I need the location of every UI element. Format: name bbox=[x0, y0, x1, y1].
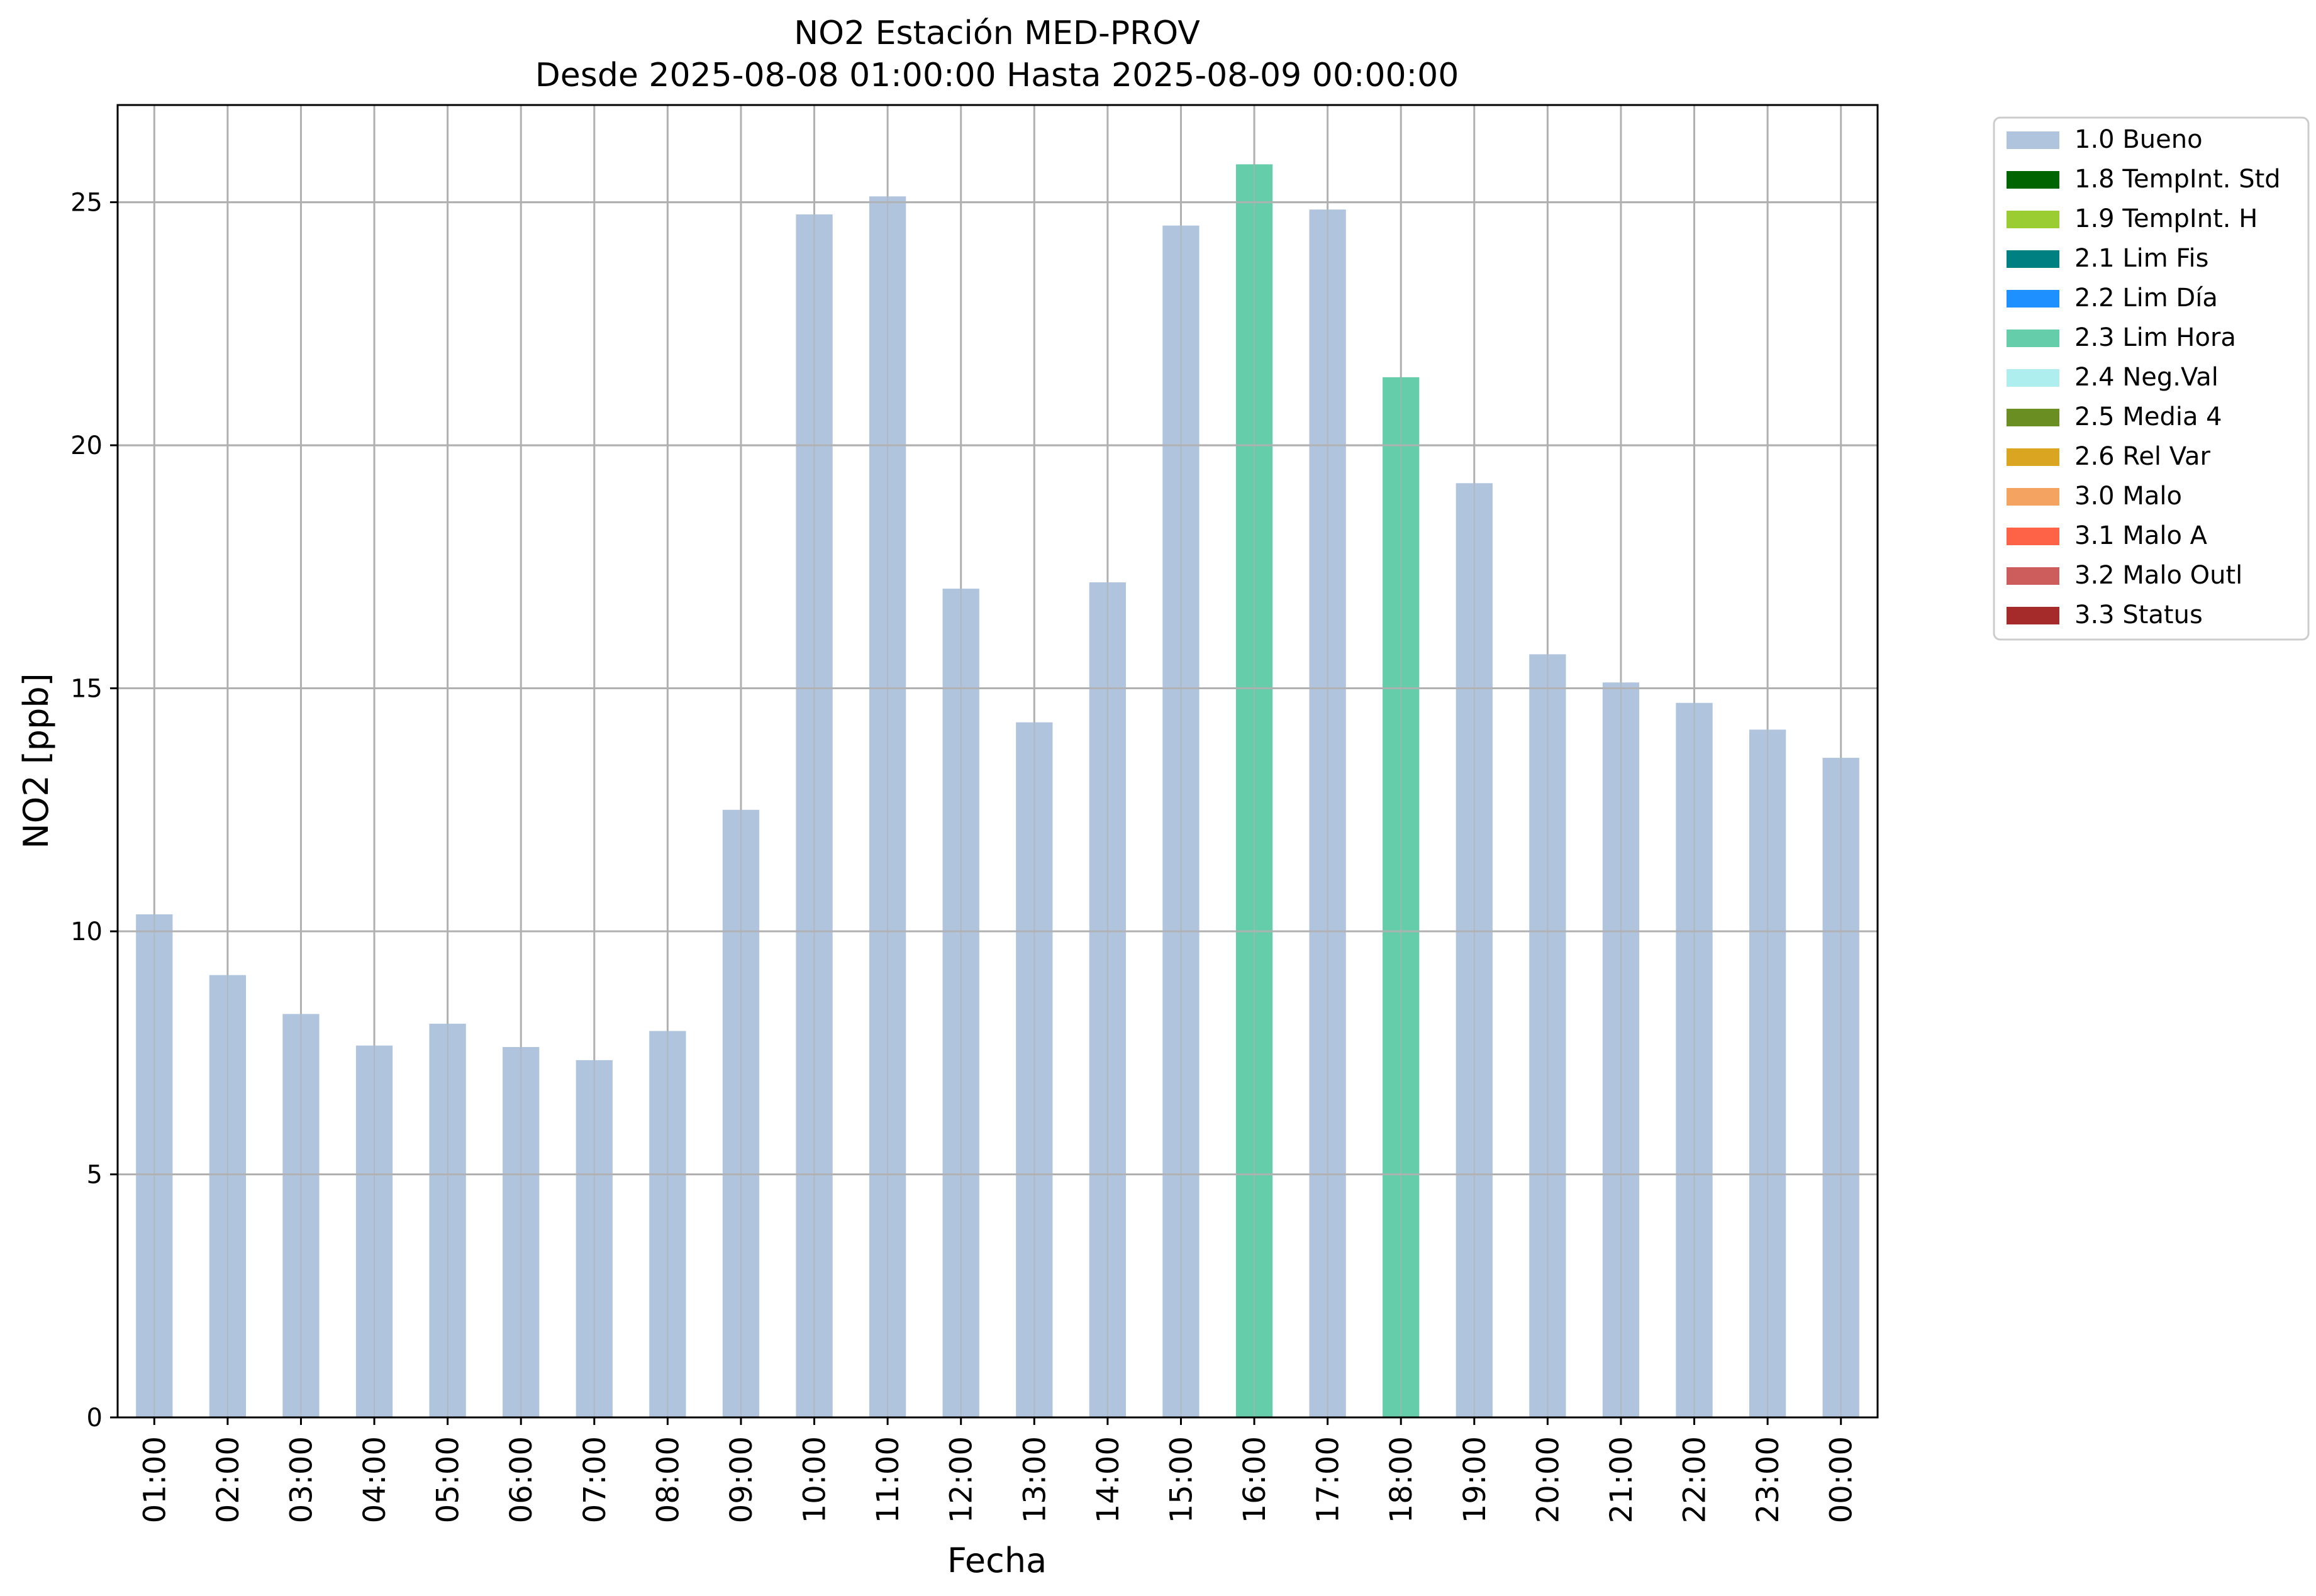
y-axis-label: NO2 [ppb] bbox=[16, 673, 56, 848]
x-tick-label: 08:00 bbox=[650, 1436, 686, 1523]
y-tick-label: 25 bbox=[70, 189, 103, 218]
legend-label: 3.0 Malo bbox=[2074, 482, 2182, 511]
legend-label: 1.8 TempInt. Std bbox=[2074, 165, 2281, 194]
legend-swatch bbox=[2007, 250, 2059, 268]
chart-subtitle: Desde 2025-08-08 01:00:00 Hasta 2025-08-… bbox=[535, 57, 1459, 94]
x-tick-label: 10:00 bbox=[798, 1436, 833, 1523]
legend-swatch bbox=[2007, 211, 2059, 228]
x-tick-label: 23:00 bbox=[1751, 1436, 1786, 1523]
legend-label: 2.6 Rel Var bbox=[2074, 442, 2211, 471]
legend-swatch bbox=[2007, 131, 2059, 149]
y-tick-label: 15 bbox=[70, 675, 103, 704]
legend-label: 2.1 Lim Fis bbox=[2074, 244, 2208, 273]
legend-swatch bbox=[2007, 528, 2059, 545]
legend-label: 3.3 Status bbox=[2074, 601, 2203, 629]
x-tick-label: 07:00 bbox=[577, 1436, 613, 1523]
x-tick-label: 12:00 bbox=[944, 1436, 979, 1523]
x-tick-label: 17:00 bbox=[1311, 1436, 1346, 1523]
x-tick-label: 05:00 bbox=[431, 1436, 466, 1523]
y-tick-label: 5 bbox=[87, 1161, 103, 1190]
x-tick-label: 06:00 bbox=[504, 1436, 539, 1523]
legend-swatch bbox=[2007, 488, 2059, 506]
legend-label: 2.5 Media 4 bbox=[2074, 402, 2222, 431]
x-tick-label: 20:00 bbox=[1530, 1436, 1566, 1523]
legend-swatch bbox=[2007, 369, 2059, 387]
x-tick-label: 19:00 bbox=[1457, 1436, 1493, 1523]
x-tick-label: 11:00 bbox=[871, 1436, 906, 1523]
legend-label: 1.0 Bueno bbox=[2074, 125, 2203, 154]
legend-label: 1.9 TempInt. H bbox=[2074, 204, 2258, 233]
x-tick-label: 00:00 bbox=[1824, 1436, 1859, 1523]
chart-title: NO2 Estación MED-PROV bbox=[794, 14, 1200, 52]
x-tick-label: 04:00 bbox=[357, 1436, 392, 1523]
legend-label: 3.1 Malo A bbox=[2074, 521, 2208, 550]
x-tick-label: 22:00 bbox=[1678, 1436, 1713, 1523]
legend-swatch bbox=[2007, 330, 2059, 347]
legend-swatch bbox=[2007, 567, 2059, 585]
legend-swatch bbox=[2007, 409, 2059, 426]
y-tick-label: 0 bbox=[87, 1404, 103, 1433]
x-tick-label: 13:00 bbox=[1017, 1436, 1052, 1523]
x-tick-label: 16:00 bbox=[1237, 1436, 1272, 1523]
bars bbox=[118, 164, 1878, 1419]
legend-label: 2.4 Neg.Val bbox=[2074, 363, 2219, 392]
x-tick-label: 18:00 bbox=[1384, 1436, 1419, 1523]
legend-label: 3.2 Malo Outl bbox=[2074, 561, 2242, 590]
x-axis: 01:00 02:00 03:00 04:00 05:00 06:00 07:00 08:00… bbox=[137, 1417, 1859, 1523]
legend-swatch bbox=[2007, 171, 2059, 189]
x-tick-label: 21:00 bbox=[1604, 1436, 1639, 1523]
plot-frame bbox=[116, 104, 1879, 1419]
legend-label: 2.2 Lim Día bbox=[2074, 284, 2218, 313]
legend-label: 2.3 Lim Hora bbox=[2074, 323, 2236, 352]
legend-frame bbox=[1993, 116, 2310, 641]
y-axis: 0 5 10 15 20 25 bbox=[70, 189, 118, 1433]
y-tick-label: 20 bbox=[70, 431, 103, 460]
x-tick-label: 02:00 bbox=[211, 1436, 246, 1523]
y-tick-label: 10 bbox=[70, 917, 103, 946]
x-tick-label: 14:00 bbox=[1091, 1436, 1126, 1523]
legend-swatch bbox=[2007, 607, 2059, 624]
x-tick-label: 01:00 bbox=[137, 1436, 172, 1523]
legend-swatch bbox=[2007, 448, 2059, 466]
legend: 1.0 Bueno 1.8 TempInt. Std 1.9 TempInt. H 2… bbox=[1993, 116, 2310, 641]
x-tick-label: 15:00 bbox=[1164, 1436, 1199, 1523]
x-axis-label: Fecha bbox=[947, 1541, 1047, 1580]
x-tick-label: 03:00 bbox=[284, 1436, 319, 1523]
x-tick-label: 09:00 bbox=[724, 1436, 759, 1523]
legend-swatch bbox=[2007, 290, 2059, 308]
